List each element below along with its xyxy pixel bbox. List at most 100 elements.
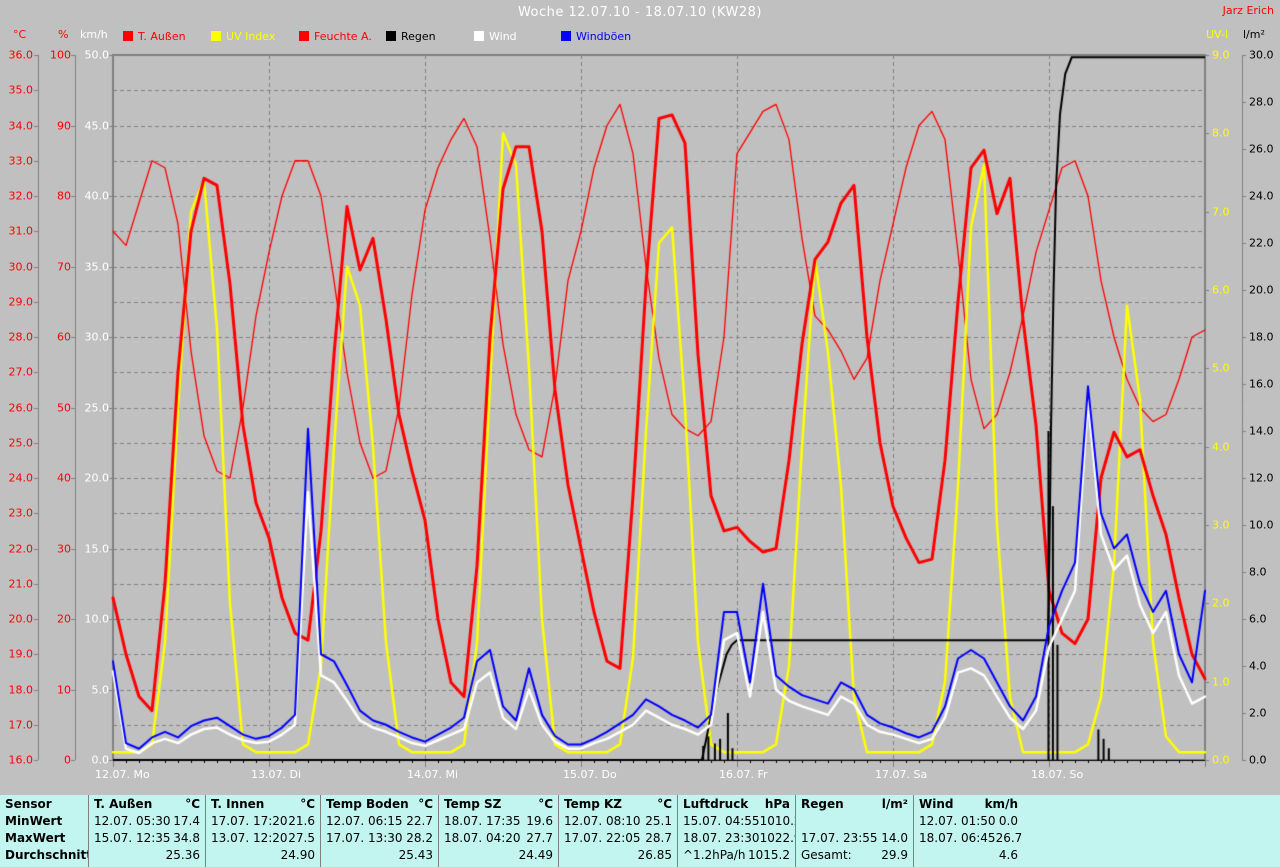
max-value: 28.2 xyxy=(406,830,433,845)
percent-tick-label: 60 xyxy=(57,330,71,344)
min-time: 17.07. 17:20 xyxy=(211,813,288,828)
kmh-tick-label: 50.0 xyxy=(84,48,110,62)
min-value: 19.6 xyxy=(526,813,553,828)
stats-row-labels: Sensor MinWert MaxWert Durchschnitt xyxy=(0,795,88,867)
max-value: 28.7 xyxy=(645,830,672,845)
sensor-unit: l/m² xyxy=(881,796,908,811)
percent-tick-label: 30 xyxy=(57,542,71,555)
regen-legend-label: Regen xyxy=(401,30,436,43)
max-value: 27.7 xyxy=(526,830,553,845)
percent-tick-label: 100 xyxy=(50,48,71,62)
celsius-tick-label: 18.0 xyxy=(8,683,34,696)
t_aussen-legend-swatch xyxy=(123,31,133,41)
percent-tick-label: 0 xyxy=(64,753,71,767)
sensor-unit: hPa xyxy=(764,796,790,811)
sensor-unit: °C xyxy=(418,796,433,811)
celsius-axis-header: °C xyxy=(13,28,27,41)
max-time: 18.07. 04:20 xyxy=(444,830,521,845)
max-value: 14.0 xyxy=(881,830,908,845)
max-time: 17.07. 22:05 xyxy=(564,830,641,845)
min-time: 18.07. 17:35 xyxy=(444,813,521,828)
celsius-tick-label: 29.0 xyxy=(8,295,34,309)
uv-tick-label: 4.0 xyxy=(1212,440,1230,454)
day-label-2: 13.07. Di xyxy=(251,768,302,781)
kmh-tick-label: 40.0 xyxy=(84,189,110,203)
sensor-name: Luftdruck xyxy=(683,796,749,811)
kmh-tick-label: 5.0 xyxy=(91,683,110,696)
avg-value: 4.6 xyxy=(998,847,1018,862)
sensor-name: Temp SZ xyxy=(444,796,502,811)
lm2-tick-label: 12.0 xyxy=(1249,471,1274,485)
celsius-tick-label: 24.0 xyxy=(8,471,34,485)
lm2-tick-label: 14.0 xyxy=(1249,424,1274,438)
max-time: 17.07. 13:30 xyxy=(326,830,403,845)
stats-col-temp-kz: Temp KZ °C 12.07. 08:10 25.1 17.07. 22:05 28.… xyxy=(558,795,677,867)
max-value: 1022.9 xyxy=(759,830,795,845)
day-label-1: 12.07. Mo xyxy=(95,768,150,781)
sensor-name: T. Innen xyxy=(211,796,265,811)
min-time: 12.07. 06:15 xyxy=(326,813,403,828)
stats-filler xyxy=(1023,795,1280,867)
uv-tick-label: 6.0 xyxy=(1212,283,1230,297)
avg-value: 29.9 xyxy=(881,847,908,862)
windboen-legend-swatch xyxy=(561,31,571,41)
uv-tick-label: 7.0 xyxy=(1212,205,1230,219)
stats-row-label: Sensor xyxy=(5,796,52,811)
celsius-tick-label: 31.0 xyxy=(8,224,34,238)
kmh-tick-label: 45.0 xyxy=(84,119,110,132)
sensor-unit: °C xyxy=(185,796,200,811)
stats-col-wind: Wind km/h 12.07. 01:50 0.0 18.07. 06:45 26.7 4… xyxy=(913,795,1023,867)
lm2-tick-label: 22.0 xyxy=(1249,236,1274,250)
stats-col-t-innen: T. Innen °C 17.07. 17:20 21.6 13.07. 12:20 27… xyxy=(205,795,320,867)
celsius-tick-label: 30.0 xyxy=(8,260,34,273)
celsius-tick-label: 26.0 xyxy=(8,401,34,414)
lm2-tick-label: 28.0 xyxy=(1249,95,1274,109)
stats-col-temp-sz: Temp SZ °C 18.07. 17:35 19.6 18.07. 04:20 27.… xyxy=(438,795,558,867)
celsius-tick-label: 34.0 xyxy=(8,119,34,132)
uv-axis-header: UV-I xyxy=(1206,28,1229,41)
lm2-tick-label: 6.0 xyxy=(1249,612,1267,626)
stats-row-label: MinWert xyxy=(5,813,63,828)
uv-tick-label: 5.0 xyxy=(1212,361,1230,375)
percent-tick-label: 40 xyxy=(57,471,71,485)
uv-legend-swatch xyxy=(211,31,221,41)
lm2-tick-label: 2.0 xyxy=(1249,706,1267,720)
lm2-tick-label: 20.0 xyxy=(1249,283,1274,297)
page-title: Woche 12.07.10 - 18.07.10 (KW28) xyxy=(517,5,763,20)
avg-value: 24.90 xyxy=(280,847,315,862)
min-value: 1010.2 xyxy=(759,813,795,828)
sensor-name: Temp Boden xyxy=(326,796,409,811)
celsius-tick-label: 19.0 xyxy=(8,647,34,661)
avg-value: 25.43 xyxy=(398,847,433,862)
feuchte-legend-label: Feuchte A. xyxy=(314,30,372,43)
uv-tick-label: 0.0 xyxy=(1212,753,1230,767)
percent-tick-label: 90 xyxy=(57,119,71,132)
max-time: 18.07. 23:30 xyxy=(683,830,760,845)
avg-value: 1015.2 xyxy=(748,847,790,862)
celsius-tick-label: 25.0 xyxy=(8,436,34,450)
celsius-tick-label: 36.0 xyxy=(8,48,34,62)
uv-tick-label: 1.0 xyxy=(1212,675,1230,689)
stats-row-label: MaxWert xyxy=(5,830,66,845)
avg-value: 24.49 xyxy=(518,847,553,862)
celsius-tick-label: 16.0 xyxy=(8,753,34,767)
percent-tick-label: 50 xyxy=(57,401,71,414)
celsius-tick-label: 33.0 xyxy=(8,154,34,168)
stats-col-temp-boden: Temp Boden °C 12.07. 06:15 22.7 17.07. 13:30… xyxy=(320,795,438,867)
lm2-tick-label: 18.0 xyxy=(1249,330,1274,344)
sensor-unit: °C xyxy=(538,796,553,811)
regen-legend-swatch xyxy=(386,31,396,41)
percent-tick-label: 20 xyxy=(57,612,71,626)
celsius-tick-label: 28.0 xyxy=(8,330,34,344)
max-time: 17.07. 23:55 xyxy=(801,830,878,845)
legend-item-wind: Wind xyxy=(474,30,517,43)
legend-item-regen: Regen xyxy=(386,30,436,43)
stats-col-t-au-en: T. Außen °C 12.07. 05:30 17.4 15.07. 12:35 34… xyxy=(88,795,205,867)
avg-note: ^1.2hPa/h xyxy=(683,847,746,862)
kmh-tick-label: 10.0 xyxy=(84,612,110,626)
stats-row-label: Durchschnitt xyxy=(5,847,88,862)
day-label-5: 16.07. Fr xyxy=(719,768,768,781)
celsius-tick-label: 17.0 xyxy=(8,718,34,732)
